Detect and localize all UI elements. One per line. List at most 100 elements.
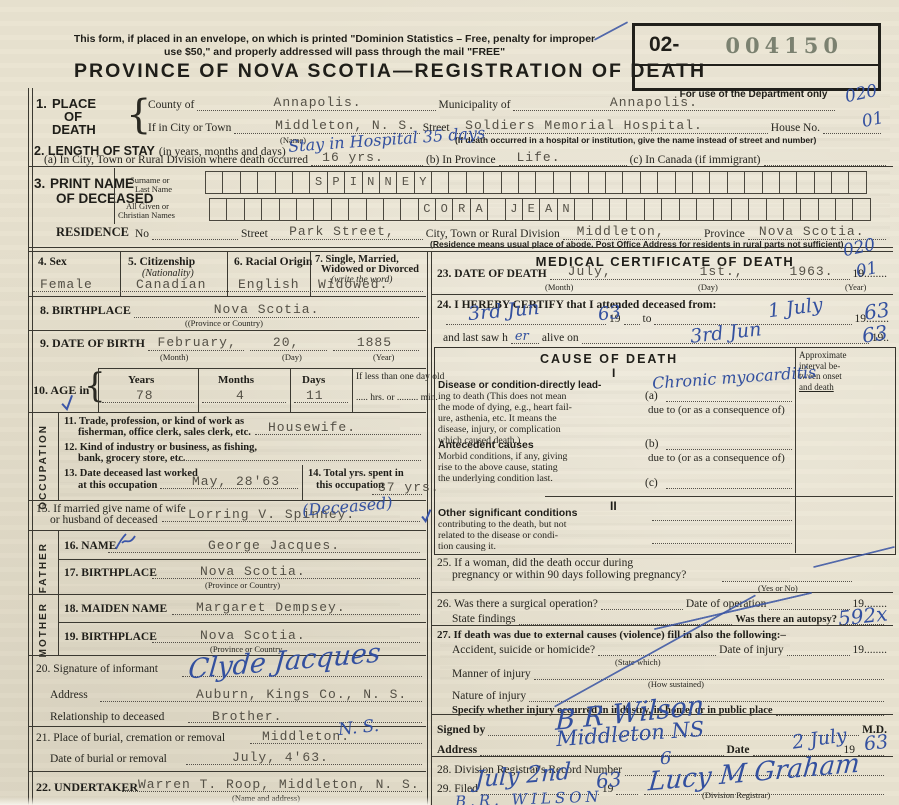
- rule: [58, 594, 60, 655]
- rule: [795, 347, 797, 553]
- surname-sublabel-2: Last Name: [135, 184, 173, 194]
- brace-glyph: {: [126, 92, 152, 138]
- age-months-header: Months: [218, 374, 255, 386]
- cause-of-death-box: [434, 347, 896, 555]
- rule: [98, 368, 426, 370]
- form-title: PROVINCE OF NOVA SCOTIA—REGISTRATION OF …: [74, 60, 707, 82]
- birth-month-field: February,: [147, 335, 244, 351]
- residence-city-label: City, Town or Rural Division: [425, 228, 560, 240]
- burial-date-label: Date of burial or removal: [50, 753, 167, 765]
- disease-label-line: the mode of dying, e.g., heart fail-: [438, 402, 572, 413]
- last-saw-date-field: [581, 330, 869, 344]
- rule: [28, 247, 893, 249]
- filed-label: 29. Filed: [437, 783, 478, 795]
- rule: [28, 88, 30, 805]
- stay-city-label: (a) In City, Town or Rural Division wher…: [44, 154, 308, 166]
- city-town-label: If in City or Town: [148, 122, 232, 134]
- letter-box: [726, 171, 746, 194]
- other-conditions-bold: Other significant conditions: [438, 507, 578, 519]
- residence-label: RESIDENCE: [56, 225, 129, 239]
- residence-note: (Residence means usual place of abode. P…: [430, 239, 844, 249]
- letter-box: [205, 171, 224, 194]
- surname-sublabel-1: Surname or: [130, 175, 170, 185]
- rule: [152, 642, 420, 643]
- rule: [28, 530, 426, 532]
- letter-box: [695, 198, 715, 221]
- letter-box: [261, 198, 280, 221]
- occupation-side-label: OCCUPATION: [38, 424, 49, 510]
- surgical-answer-field: [600, 596, 683, 610]
- date-of-birth-label: 9. DATE OF BIRTH: [40, 336, 145, 350]
- age-less-than-day-label: If less than one day old: [356, 372, 445, 382]
- letter-box: [744, 171, 763, 194]
- bleedthrough-texture: [60, 400, 400, 650]
- birthplace-sublabel: ((Province or Country): [185, 318, 263, 328]
- registration-number-stamp: 004150: [725, 32, 844, 58]
- rule: [227, 252, 229, 296]
- rule: [152, 578, 420, 579]
- last-saw-label: and last saw h: [443, 332, 508, 344]
- operation-year-prefix: 19........: [852, 598, 888, 610]
- rule: [198, 368, 200, 412]
- scribble-handwritten: [115, 533, 136, 550]
- item25-label-2: pregnancy or within 90 days following pr…: [452, 569, 687, 581]
- cause-a-label: (a): [645, 390, 658, 402]
- relationship-label: Relationship to deceased: [50, 711, 165, 723]
- letter-box: [483, 171, 502, 194]
- rule: [28, 500, 426, 502]
- brace-glyph: {: [84, 366, 106, 406]
- to-year-prefix: 19........: [854, 313, 890, 325]
- letter-box: N: [378, 171, 398, 194]
- letter-box: A: [539, 198, 558, 221]
- stay-canada-field: [763, 152, 886, 166]
- letter-box: [222, 171, 241, 194]
- letter-box: [831, 171, 850, 194]
- birth-year-value: 1885: [356, 335, 393, 350]
- mother-birthplace-sublabel: (Province or Country: [210, 644, 283, 654]
- letter-box: [608, 198, 628, 221]
- from-year-field: [623, 311, 640, 325]
- from-year-prefix: 19: [609, 313, 621, 325]
- letter-box: [678, 198, 697, 221]
- physician-signature-field: [488, 722, 860, 736]
- letter-box: [209, 198, 228, 221]
- rule: [160, 488, 298, 489]
- checkmark-handwritten: [421, 509, 432, 524]
- sex-label: 4. Sex: [38, 256, 67, 268]
- filed-year-field: [616, 781, 639, 795]
- rule: [58, 622, 426, 624]
- her-fill-field: er: [510, 329, 539, 344]
- residence-street-value: Park Street,: [289, 224, 395, 239]
- death-year-value: 1963.: [789, 264, 834, 279]
- item14-label-1: 14. Total yrs. spent in: [308, 468, 404, 479]
- birth-day-field: 20,: [249, 335, 327, 351]
- cause-a-field: [666, 401, 792, 402]
- rule: [28, 594, 426, 596]
- signed-by-label: Signed by: [437, 724, 486, 736]
- letter-box: [465, 171, 485, 194]
- filed-year-prefix: 19: [601, 783, 614, 795]
- year-sublabel: (Year): [373, 352, 395, 362]
- rule: [28, 771, 426, 773]
- saw-year-handwriting: 63: [860, 320, 889, 348]
- specify-injury-label: Specify whether injury occurred in indus…: [452, 705, 773, 716]
- stay-city-value: 16 yrs.: [322, 150, 384, 165]
- rule: [302, 465, 304, 500]
- injury-date-field: [786, 642, 850, 656]
- letter-box: R: [452, 198, 471, 221]
- physician-address-label: Address: [437, 744, 478, 756]
- letter-box: [691, 171, 711, 194]
- checkmark-handwritten: [61, 394, 73, 412]
- occupation-value: Housewife.: [268, 420, 357, 435]
- physician-address-field: [480, 742, 724, 756]
- rule: [28, 655, 426, 657]
- rule: [122, 791, 422, 792]
- sex-value: Female: [40, 277, 93, 292]
- medical-certificate-title: MEDICAL CERTIFICATE OF DEATH: [535, 254, 795, 269]
- letter-box: [257, 171, 276, 194]
- pen-stroke: [593, 21, 629, 41]
- birth-day-value: 20,: [272, 335, 300, 350]
- letter-box: I: [344, 171, 363, 194]
- county-label: County of: [148, 99, 195, 111]
